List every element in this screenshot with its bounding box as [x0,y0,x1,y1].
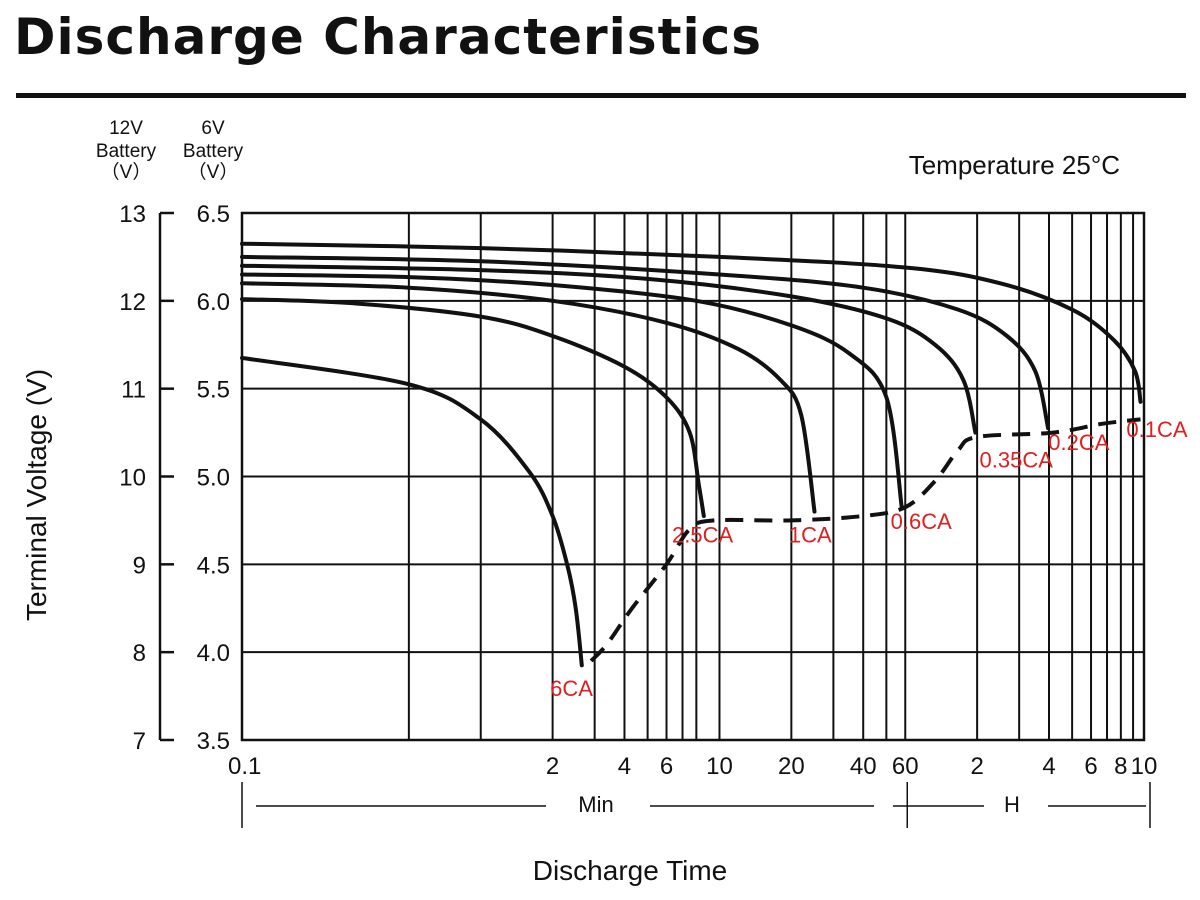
x-tick-label: 2 [546,753,559,780]
unit-min-label: Min [578,792,613,817]
y-tick-label-6v: 6.5 [197,201,230,228]
y-tick-label-6v: 3.5 [197,728,230,755]
y-tick-label-6v: 4.0 [197,640,230,667]
y-tick-label-12v: 12 [119,289,146,316]
x-tick-label: 6 [1084,753,1097,780]
curve-2-5ca [240,297,706,518]
grid-lines [240,211,1146,742]
y-tick-label-6v: 5.5 [197,377,230,404]
rate-label-1ca: 1CA [789,522,832,547]
x-tick-label: 0.1 [228,753,261,780]
header-6v-line3: （V） [188,161,239,183]
curve-1ca [240,281,817,514]
curve-0-6ca [240,272,904,510]
x-tick-label: 2 [970,753,983,780]
y-axis-title: Terminal Voltage (V) [21,369,52,621]
x-tick-label: 40 [850,753,877,780]
header-6v-line1: 6V [201,118,225,139]
x-tick-label: 4 [618,753,631,780]
y-tick-label-6v: 4.5 [197,552,230,579]
discharge-curves [240,241,1143,668]
page-title: Discharge Characteristics [14,8,763,66]
header-12v-line3: （V） [101,161,152,183]
y-tick-label-12v: 9 [133,552,146,579]
axes: 7 3.5 8 4.0 9 4.5 10 5.0 11 5.5 12 6.0 13 6.5 0.1 2 4 6 10… [119,201,1157,828]
y-tick-label-6v: 6.0 [197,289,230,316]
curve-0-1ca [240,241,1143,404]
curve-0-2ca [240,254,1051,431]
y-tick-label-12v: 13 [119,201,146,228]
x-tick-label: 6 [660,753,673,780]
x-tick-label: 10 [1131,753,1158,780]
rate-label-0-35ca: 0.35CA [980,448,1054,473]
y-tick-label-12v: 7 [133,728,146,755]
end-voltage-dashed-line [589,417,1141,663]
y-tick-label-12v: 8 [133,640,146,667]
x-tick-label: 60 [892,753,919,780]
temperature-label: Temperature 25°C [909,150,1120,180]
rate-label-0-2ca: 0.2CA [1048,430,1109,455]
plot-frame [240,211,1146,742]
header-6v-line2: Battery [183,141,244,162]
x-axis-title: Discharge Time [533,855,728,886]
x-tick-label: 20 [778,753,805,780]
x-tick-label: 4 [1042,753,1055,780]
y-tick-label-12v: 11 [121,377,146,404]
y-tick-label-6v: 5.0 [197,465,230,492]
y-tick-label-12v: 10 [119,465,146,492]
title-underline [16,93,1186,98]
header-12v-line2: Battery [96,141,157,162]
header-12v-line1: 12V [109,118,143,139]
rate-label-6ca: 6CA [550,676,593,701]
curve-6ca [240,355,584,668]
x-tick-label: 8 [1114,753,1127,780]
rate-label-0-6ca: 0.6CA [891,509,952,534]
rate-label-0-1ca: 0.1CA [1126,417,1187,442]
x-tick-label: 10 [706,753,733,780]
unit-hour-label: H [1004,792,1020,817]
curve-0-35ca [240,263,978,435]
rate-label-2-5ca: 2.5CA [672,522,733,547]
